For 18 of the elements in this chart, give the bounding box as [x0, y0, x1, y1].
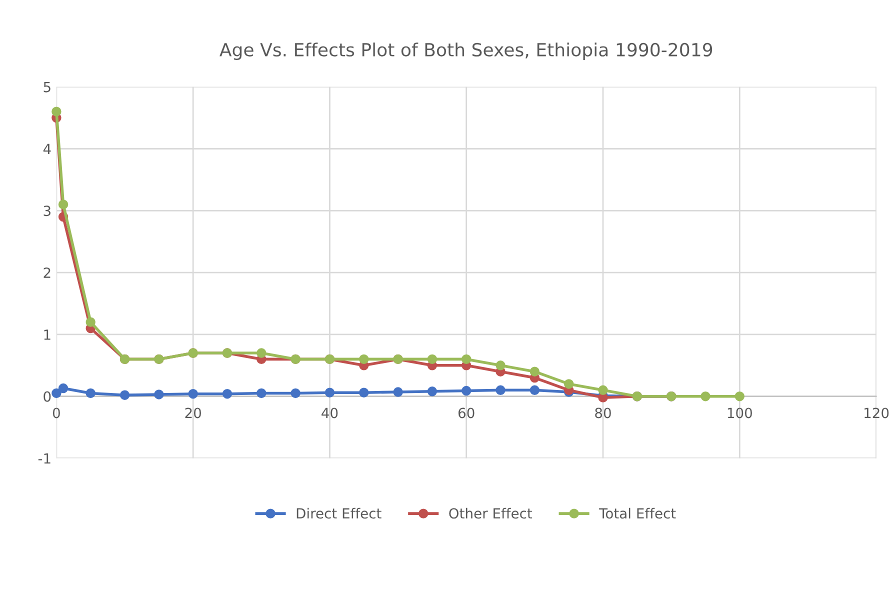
legend-label: Direct Effect [296, 508, 382, 519]
y-tick-label: 3 [44, 206, 50, 216]
x-tick-label: 120 [864, 408, 889, 418]
x-tick-label: 100 [728, 408, 752, 418]
chart-title: Age Vs. Effects Plot of Both Sexes, Ethiopia 1990-2019 [220, 42, 712, 60]
y-tick-label: 0 [44, 391, 51, 402]
y-tick-label: 4 [43, 144, 51, 154]
y-tick-label: 1 [44, 330, 50, 340]
legend-label: Total Effect [599, 508, 676, 519]
y-tick-label: 5 [44, 82, 50, 92]
y-tick-label: -1 [38, 453, 50, 464]
legend-label: Other Effect [449, 508, 532, 519]
x-tick-label: 60 [458, 408, 474, 418]
x-tick-label: 20 [185, 408, 201, 418]
x-tick-label: 80 [595, 408, 611, 418]
x-tick-label: 0 [52, 408, 60, 418]
y-tick-label: 2 [44, 268, 50, 278]
x-tick-label: 40 [322, 408, 338, 418]
